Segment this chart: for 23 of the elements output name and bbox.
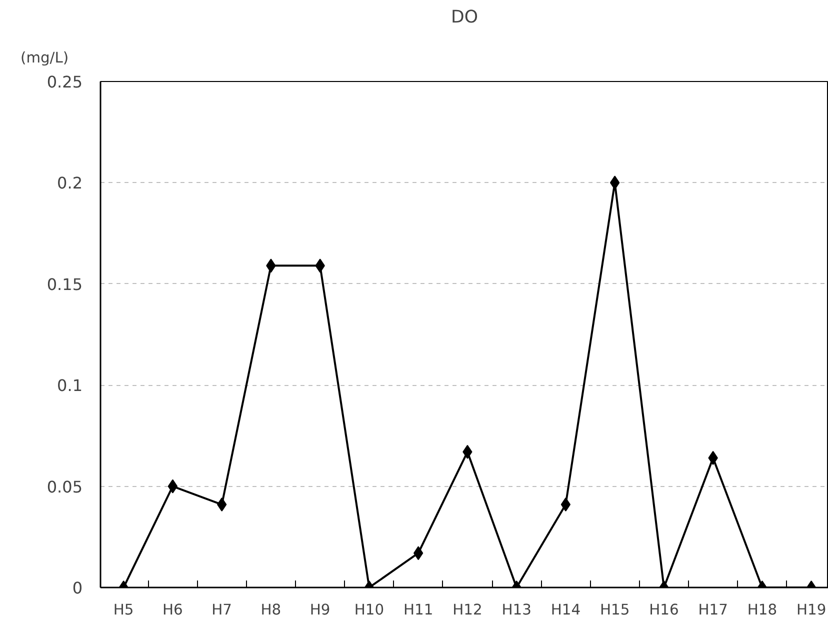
x-tick-label: H19	[796, 602, 826, 618]
y-tick-label: 0	[72, 578, 83, 598]
x-tick-label: H18	[747, 602, 778, 618]
x-tick-label: H16	[649, 602, 679, 618]
y-tick-label: 0.05	[46, 477, 82, 496]
y-tick-label: 0.25	[46, 72, 82, 92]
y-tick-label: 0.15	[46, 274, 82, 294]
x-tick-label: H5	[113, 602, 134, 618]
x-tick-label: H12	[452, 602, 482, 618]
y-axis-title: (mg/L)	[20, 50, 69, 66]
chart-title: DO	[451, 8, 478, 28]
x-tick-label: H14	[550, 602, 581, 618]
x-tick-label: H15	[600, 602, 630, 618]
x-tick-label: H11	[403, 602, 434, 618]
x-tick-label: H7	[212, 602, 232, 618]
y-tick-label: 0.1	[57, 376, 83, 396]
x-tick-label: H13	[502, 602, 532, 618]
x-tick-label: H17	[698, 602, 728, 618]
y-tick-label: 0.2	[57, 174, 83, 193]
x-tick-label: H10	[354, 602, 384, 618]
x-tick-label: H6	[162, 602, 183, 618]
x-tick-label: H9	[310, 602, 330, 618]
x-tick-label: H8	[260, 602, 282, 618]
